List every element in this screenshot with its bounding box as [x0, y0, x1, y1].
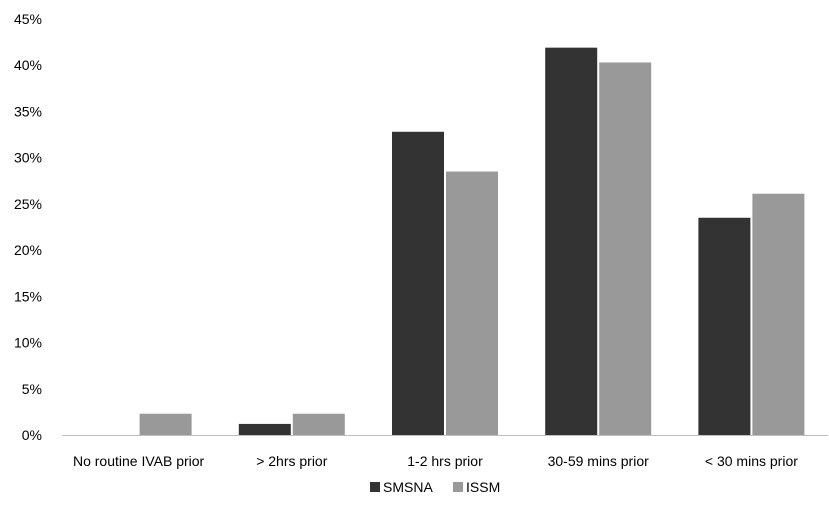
legend-swatch-smsna [370, 482, 380, 492]
x-category-label: No routine IVAB prior [73, 453, 205, 469]
y-tick-label: 15% [14, 288, 42, 304]
y-tick-label: 45% [14, 11, 42, 27]
legend-label-issm: ISSM [466, 479, 500, 495]
bar-issm-4 [752, 193, 805, 435]
bar-issm-3 [599, 62, 652, 436]
x-category-label: 1-2 hrs prior [407, 453, 483, 469]
y-axis-tick-labels: 0% 5% 10% 15% 20% 25% 30% 35% 40% 45% [14, 11, 42, 443]
y-tick-label: 30% [14, 150, 42, 166]
bar-issm-2 [446, 171, 498, 436]
y-tick-label: 25% [14, 196, 42, 212]
y-tick-label: 35% [14, 103, 42, 119]
y-tick-label: 10% [14, 335, 42, 351]
x-category-label: 30-59 mins prior [548, 453, 649, 469]
bars [139, 47, 805, 436]
y-tick-label: 0% [22, 427, 42, 443]
legend: SMSNA ISSM [370, 479, 500, 495]
legend-label-smsna: SMSNA [383, 479, 433, 495]
bar-smsna-4 [698, 217, 751, 435]
bar-issm-1 [292, 413, 345, 435]
bar-smsna-3 [545, 47, 598, 435]
bar-issm-0 [139, 413, 192, 435]
x-axis-category-labels: No routine IVAB prior > 2hrs prior 1-2 hrs… [73, 453, 798, 469]
y-tick-label: 40% [14, 57, 42, 73]
bar-smsna-2 [392, 131, 444, 435]
x-category-label: > 2hrs prior [256, 453, 328, 469]
legend-swatch-issm [453, 482, 463, 492]
bar-smsna-1 [238, 423, 291, 435]
y-tick-label: 20% [14, 242, 42, 258]
x-category-label: < 30 mins prior [705, 453, 798, 469]
y-tick-label: 5% [22, 381, 42, 397]
